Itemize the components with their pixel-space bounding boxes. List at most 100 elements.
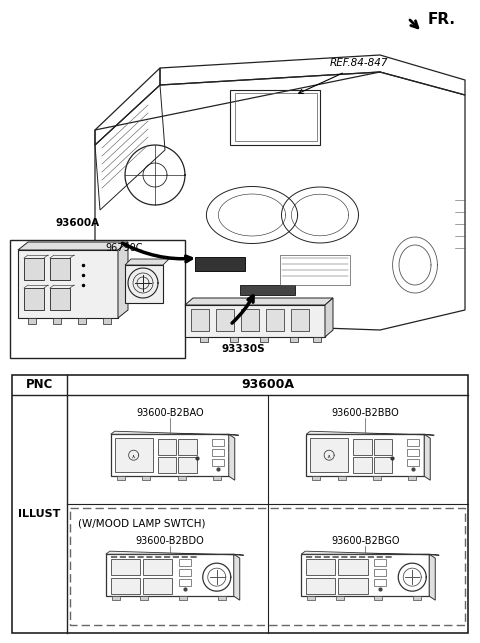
Bar — [216, 309, 234, 331]
Bar — [336, 596, 344, 600]
Bar — [307, 596, 315, 600]
Bar — [291, 309, 309, 331]
Polygon shape — [106, 551, 244, 555]
Bar — [266, 309, 284, 331]
Bar — [407, 459, 419, 466]
Bar — [178, 439, 197, 455]
Bar — [313, 337, 321, 342]
Bar — [142, 476, 150, 480]
Bar — [408, 476, 416, 480]
Bar — [28, 318, 36, 324]
Bar — [103, 318, 111, 324]
Text: REF.84-847: REF.84-847 — [330, 58, 388, 68]
Text: 93600A: 93600A — [241, 379, 294, 392]
Bar — [407, 449, 419, 457]
Bar — [373, 476, 381, 480]
Bar — [179, 559, 191, 566]
Bar — [143, 578, 172, 594]
Bar — [50, 258, 70, 280]
Bar — [218, 596, 226, 600]
Bar — [111, 578, 140, 594]
Text: (W/MOOD LAMP SWTCH): (W/MOOD LAMP SWTCH) — [78, 518, 205, 529]
Bar — [24, 288, 44, 310]
Text: 93600-B2BBO: 93600-B2BBO — [331, 408, 399, 418]
Bar — [374, 579, 386, 586]
Bar — [50, 288, 70, 310]
Bar — [185, 305, 325, 337]
Text: 93600-B2BAO: 93600-B2BAO — [136, 408, 204, 418]
Bar — [306, 578, 336, 594]
Bar — [111, 559, 140, 575]
Bar — [338, 578, 368, 594]
Bar — [112, 596, 120, 600]
Bar — [374, 559, 386, 566]
Polygon shape — [424, 434, 430, 480]
Bar — [179, 596, 187, 600]
Text: ILLUST: ILLUST — [18, 509, 60, 519]
Bar — [106, 554, 234, 596]
Bar — [24, 258, 44, 280]
Polygon shape — [301, 551, 439, 555]
Polygon shape — [125, 259, 169, 265]
Polygon shape — [118, 242, 128, 318]
Bar — [413, 596, 421, 600]
Bar — [125, 265, 163, 303]
Text: 96790C: 96790C — [105, 243, 143, 253]
Bar — [178, 457, 197, 473]
Polygon shape — [111, 431, 239, 435]
Polygon shape — [234, 554, 240, 600]
Bar — [157, 457, 176, 473]
Bar — [212, 439, 224, 446]
Polygon shape — [185, 298, 333, 305]
Bar — [70, 509, 465, 625]
Bar — [178, 476, 186, 480]
Polygon shape — [325, 298, 333, 337]
Bar — [12, 375, 468, 633]
Bar — [18, 250, 118, 318]
Bar — [200, 337, 208, 342]
Bar — [374, 569, 386, 576]
Text: 93600A: 93600A — [55, 218, 99, 228]
Bar — [212, 449, 224, 457]
Bar — [179, 579, 191, 586]
Bar — [310, 439, 348, 472]
Bar — [353, 439, 372, 455]
Bar — [179, 569, 191, 576]
Bar — [306, 434, 424, 476]
Bar — [230, 90, 320, 145]
Text: FR.: FR. — [428, 12, 456, 27]
Bar — [115, 439, 153, 472]
Bar — [53, 318, 61, 324]
Bar — [191, 309, 209, 331]
Bar — [111, 434, 229, 476]
Bar — [10, 240, 185, 358]
Bar — [260, 337, 268, 342]
Bar — [235, 93, 317, 141]
Bar — [78, 318, 86, 324]
Bar — [290, 337, 298, 342]
Bar — [353, 457, 372, 473]
Text: 93600-B2BDO: 93600-B2BDO — [135, 536, 204, 546]
Bar — [280, 255, 350, 285]
Bar — [212, 459, 224, 466]
Polygon shape — [429, 554, 435, 600]
Bar — [407, 439, 419, 446]
Bar — [338, 559, 368, 575]
Bar — [337, 476, 346, 480]
Bar — [241, 309, 259, 331]
Text: PNC: PNC — [26, 379, 53, 392]
Bar — [306, 559, 336, 575]
Bar — [117, 476, 125, 480]
Bar — [240, 285, 295, 295]
Bar — [312, 476, 320, 480]
Bar — [140, 596, 148, 600]
Text: 93600-B2BGO: 93600-B2BGO — [331, 536, 399, 546]
Bar — [373, 457, 392, 473]
Bar — [374, 596, 382, 600]
Polygon shape — [229, 434, 235, 480]
Bar — [213, 476, 221, 480]
Text: 93330S: 93330S — [222, 344, 265, 354]
Bar — [373, 439, 392, 455]
Polygon shape — [306, 431, 434, 435]
Bar — [230, 337, 238, 342]
